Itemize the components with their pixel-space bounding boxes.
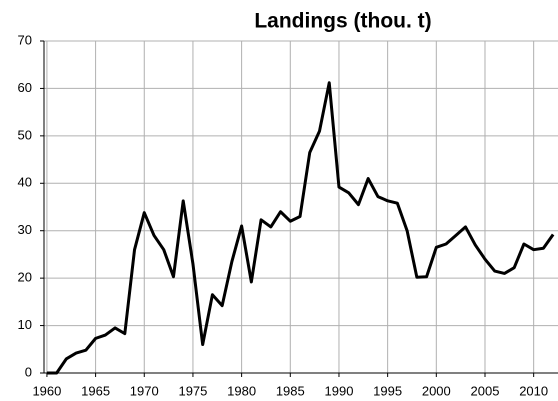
- y-tick-label: 0: [25, 364, 32, 379]
- x-tick-label: 1990: [325, 383, 354, 398]
- x-tick-label: 1960: [32, 383, 61, 398]
- y-tick-label: 60: [18, 80, 32, 95]
- x-tick-label: 1980: [227, 383, 256, 398]
- x-tick-label: 1975: [178, 383, 207, 398]
- chart-title: Landings (thou. t): [254, 10, 431, 33]
- data-line: [46, 81, 555, 375]
- x-tick-label: 2010: [519, 383, 548, 398]
- y-tick-label: 30: [18, 222, 32, 237]
- x-tick-label: 2000: [422, 383, 451, 398]
- y-tick-label: 50: [18, 127, 32, 142]
- x-tick-label: 1965: [81, 383, 110, 398]
- y-tick-label: 20: [18, 270, 32, 285]
- y-tick-label: 40: [18, 175, 32, 190]
- x-tick-label: 1970: [130, 383, 159, 398]
- x-tick-label: 2005: [471, 383, 500, 398]
- y-tick-label: 70: [18, 32, 32, 47]
- x-tick-label: 1985: [276, 383, 305, 398]
- x-tick-label: 1995: [373, 383, 402, 398]
- y-tick-label: 10: [18, 317, 32, 332]
